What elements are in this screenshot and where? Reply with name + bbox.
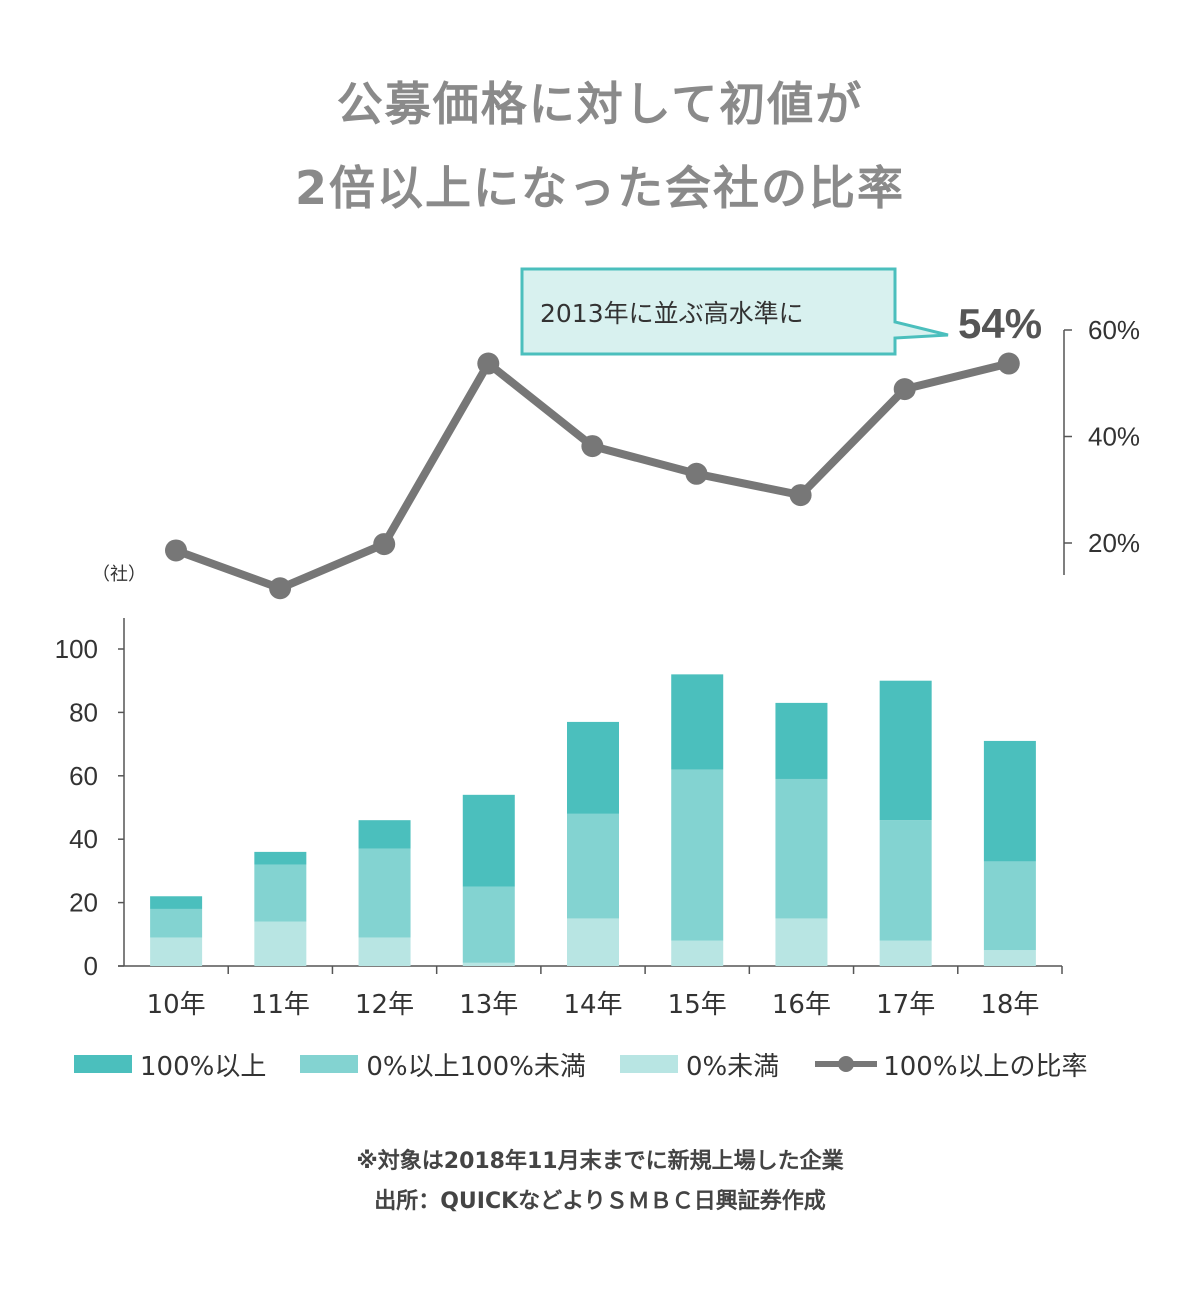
ratio-point [477,352,500,375]
legend-item-100-plus: 100%以上 [74,1046,266,1083]
right-percent-axis: 20% 40% 60% [1063,315,1140,575]
bar-segment [462,962,515,966]
bar-segment [879,680,932,821]
footnotes: ※対象は2018年11月末までに新規上場した企業 出所：QUICKなどよりＳＭＢ… [0,1142,1200,1222]
bar-segment [671,940,724,966]
ratio-point [269,577,292,600]
bar-segment [254,921,307,966]
legend-label: 0%以上100%未満 [366,1051,586,1082]
x-tick-label: 11年 [251,990,310,1020]
y2-tick-label: 20% [1088,528,1140,558]
footnote-source: 出所：QUICKなどよりＳＭＢＣ日興証券作成 [374,1189,826,1214]
y-tick-label: 60 [69,761,98,791]
legend: 100%以上 0%以上100%未満 0%未満 100%以上の比率 [74,1044,1122,1084]
ratio-point [997,352,1020,375]
legend-swatch [619,1055,678,1073]
stacked-bars [150,674,1036,966]
bar-segment [358,820,411,849]
y-axis-unit: （社） [92,564,146,585]
bar-segment [671,769,724,941]
ratio-point [581,435,604,458]
x-tick-label: 12年 [355,990,414,1020]
ratio-line [165,352,1020,600]
bar-segment [462,886,515,963]
bar-segment [983,740,1036,862]
bar-segment [150,937,203,966]
bar-segment [462,794,515,887]
bar-segment [150,908,203,938]
legend-label: 100%以上の比率 [883,1051,1088,1082]
bar-segment [567,721,619,814]
bar-segment [358,937,411,966]
title-line-2: 2倍以上になった会社の比率 [294,161,905,215]
x-tick-label: 18年 [980,990,1039,1020]
x-axis-ticks: 10年 11年 12年 13年 14年 15年 16年 17年 18年 [147,966,1063,1020]
y-tick-label: 80 [69,697,98,727]
x-tick-label: 13年 [459,990,518,1020]
bar-segment [567,813,619,919]
ratio-line-path [172,359,1013,593]
x-tick-label: 14年 [563,990,622,1020]
legend-line-swatch [815,1056,878,1072]
chart-area: 2013年に並ぶ高水準に 54% 20% 40% 60% （社） 0 20 40 60 80… [55,267,1140,1020]
legend-item-ratio-line: 100%以上の比率 [813,1046,1088,1083]
bar-segment [775,918,828,966]
legend-item-below-0: 0%未満 [619,1046,780,1083]
bar-segment [671,674,724,770]
bar-segment [879,820,932,941]
y-tick-label: 0 [84,951,98,981]
y-tick-label: 20 [69,888,98,918]
ratio-point [685,462,708,485]
bar-segment [775,778,828,919]
y-tick-label: 40 [69,824,98,854]
y2-tick-label: 40% [1088,422,1140,452]
x-tick-label: 10年 [147,990,206,1020]
bar-segment [879,940,932,966]
x-tick-label: 17年 [876,990,935,1020]
bar-segment [983,950,1036,966]
chart-title: 公募価格に対して初値が 2倍以上になった会社の比率 [0,62,1200,230]
x-tick-label: 16年 [772,990,831,1020]
legend-swatch [74,1055,132,1073]
bar-segment [150,896,203,909]
callout-highlight-value: 54% [958,300,1042,347]
bar-segment [254,851,307,865]
bar-segment [254,864,307,922]
footnote-target: ※対象は2018年11月末までに新規上場した企業 [356,1149,844,1174]
ratio-point [789,484,812,507]
legend-label: 100%以上 [140,1051,267,1082]
legend-label: 0%未満 [685,1051,780,1082]
ratio-point [165,539,187,562]
bar-segment [358,848,411,938]
callout-text: 2013年に並ぶ高水準に [540,299,804,328]
callout: 2013年に並ぶ高水準に 54% [520,267,1042,356]
bar-segment [983,861,1036,951]
y-tick-label: 100 [55,634,98,664]
legend-swatch [300,1055,359,1073]
title-line-1: 公募価格に対して初値が [336,77,864,131]
x-tick-label: 15年 [668,990,727,1020]
legend-item-0-to-100: 0%以上100%未満 [300,1046,586,1083]
callout-box [520,267,949,356]
bar-segment [775,702,828,779]
ratio-point [373,533,396,556]
bar-segment [567,918,619,966]
y2-tick-label: 60% [1088,315,1140,345]
ratio-point [893,378,916,401]
